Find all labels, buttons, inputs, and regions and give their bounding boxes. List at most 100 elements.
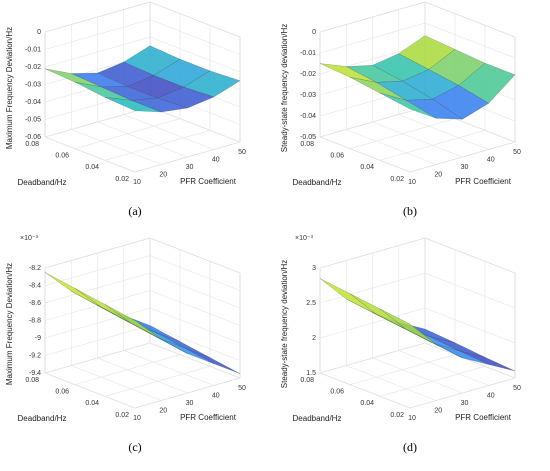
y-tick-label: 0.08 [25, 377, 39, 384]
z-tick-label: -0.05 [25, 116, 41, 123]
x-tick-label: 40 [212, 156, 220, 163]
grid-line [149, 325, 241, 361]
y-tick-label: 0.08 [300, 377, 314, 384]
grid-line [104, 366, 211, 397]
z-tick-label: -0.01 [25, 46, 41, 53]
z-tick-label: -8.8 [29, 317, 41, 324]
z-tick-label: 0 [37, 29, 41, 36]
z-tick-label: 1.5 [306, 370, 316, 377]
grid-line [379, 130, 486, 161]
grid-line [44, 1, 151, 33]
grid-line [398, 350, 489, 386]
surface-patch [458, 350, 516, 372]
x-axis-label: PFR Coefficient [455, 413, 512, 422]
z-tick-label: -0.03 [300, 92, 316, 99]
grid-line [398, 114, 489, 150]
surface-patch [157, 337, 214, 364]
z-tick-label: -8.6 [29, 300, 41, 307]
grid-line [123, 350, 214, 386]
panel-label: (a) [128, 204, 141, 218]
surface-patch [379, 92, 437, 119]
y-axis-label: Deadband/Hz [18, 178, 67, 187]
y-tick-label: 0.04 [85, 164, 99, 171]
grid-line [372, 357, 463, 394]
grid-line [134, 377, 241, 409]
z-tick-label: -8.2 [29, 265, 41, 272]
grid-line [409, 377, 516, 409]
x-tick-label: 50 [513, 385, 521, 392]
grid-line [97, 357, 188, 394]
x-tick-label: 50 [238, 149, 246, 156]
grid-line [372, 121, 463, 158]
panel-label: (c) [128, 440, 141, 454]
z-tick-label: -9.4 [29, 370, 41, 377]
grid-line [44, 342, 151, 374]
y-axis-label: Deadband/Hz [293, 414, 342, 423]
z-tick-label: 2.5 [306, 300, 316, 307]
grid-line [349, 118, 456, 149]
y-tick-label: 0.02 [390, 176, 404, 183]
surface-patch [74, 288, 132, 324]
x-tick-label: 40 [487, 392, 495, 399]
x-tick-label: 10 [133, 415, 141, 422]
surface-patch [319, 278, 377, 315]
grid-line [149, 272, 241, 309]
z-tick-label: -8.4 [29, 282, 41, 289]
x-tick-label: 20 [434, 407, 442, 414]
grid-line [149, 237, 241, 274]
y-tick-label: 0.06 [330, 153, 344, 160]
grid-line [424, 1, 516, 38]
x-tick-label: 50 [238, 385, 246, 392]
grid-line [44, 372, 136, 409]
z-tick-label: 3 [312, 265, 316, 272]
surface-patch [104, 304, 162, 340]
grid-line [424, 342, 516, 379]
z-axis-label: Maximum Frequency Deviation/Hz [5, 27, 14, 149]
z-tick-label: -0.02 [25, 64, 41, 71]
grid-line [319, 342, 426, 374]
y-tick-label: 0.02 [115, 412, 129, 419]
z-exponent: ×10⁻³ [295, 235, 314, 242]
grid-line [71, 365, 162, 401]
y-tick-label: 0.06 [55, 153, 69, 160]
z-tick-label: -0.04 [300, 113, 316, 120]
grid-line [346, 129, 437, 165]
y-tick-label: 0.08 [25, 141, 39, 148]
z-tick-label: -0.01 [300, 50, 316, 57]
grid-line [149, 106, 241, 143]
x-axis-label: PFR Coefficient [455, 177, 512, 186]
x-tick-label: 30 [461, 164, 469, 171]
grid-line [424, 22, 516, 59]
z-exponent: ×10⁻³ [20, 235, 39, 242]
grid-line [319, 307, 426, 339]
z-tick-label: -0.02 [300, 71, 316, 78]
grid-line [149, 255, 241, 291]
x-tick-label: 10 [408, 179, 416, 186]
grid-line [409, 141, 516, 173]
grid-line [424, 272, 516, 309]
z-axis-label: Steady-state frequency deviation/Hz [280, 260, 289, 389]
grid-line [319, 237, 426, 269]
grid-line [319, 272, 426, 304]
grid-line [71, 129, 162, 165]
y-tick-label: 0.08 [300, 141, 314, 148]
z-tick-label: -0.04 [25, 99, 41, 106]
grid-line [319, 136, 411, 173]
x-tick-label: 30 [186, 400, 194, 407]
grid-line [44, 255, 151, 286]
grid-line [319, 22, 426, 54]
x-tick-label: 20 [159, 171, 167, 178]
z-tick-label: 0 [312, 29, 316, 36]
x-tick-label: 20 [159, 407, 167, 414]
x-tick-label: 50 [513, 149, 521, 156]
grid-line [149, 19, 241, 55]
surface-patch [379, 308, 437, 345]
grid-line [149, 307, 241, 344]
grid-line [74, 118, 181, 149]
y-tick-label: 0.06 [330, 389, 344, 396]
panel-label: (b) [403, 204, 417, 218]
grid-line [97, 121, 188, 158]
grid-line [424, 237, 516, 274]
grid-line [424, 307, 516, 344]
grid-line [44, 19, 151, 50]
